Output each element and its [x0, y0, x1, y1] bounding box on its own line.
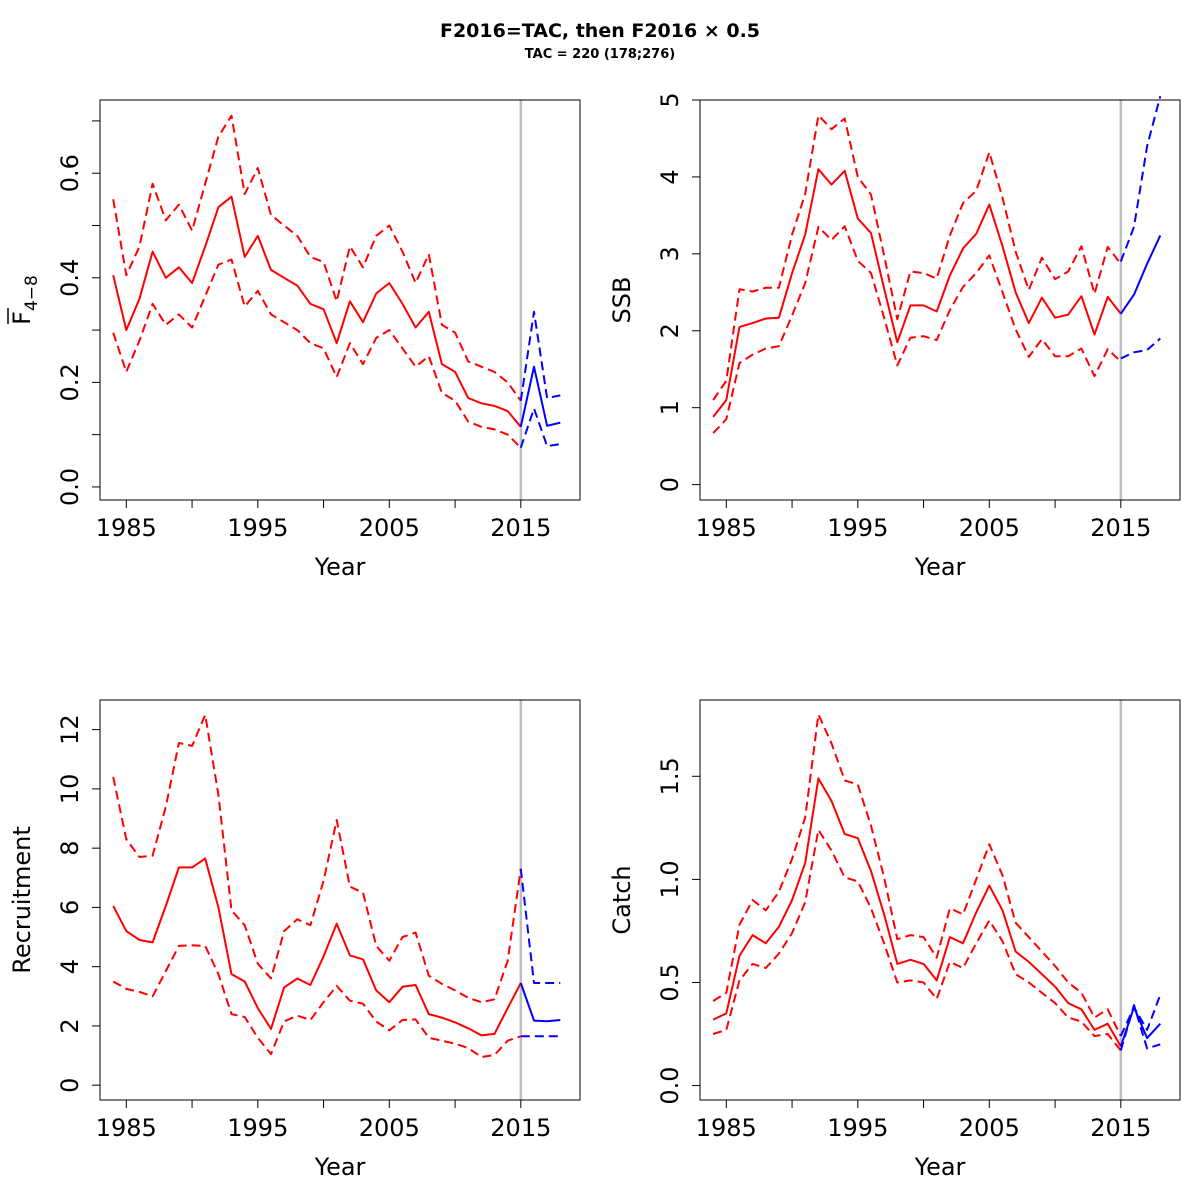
historic-solid-series-line: [112, 857, 522, 1037]
x-axis-label: Year: [314, 1153, 366, 1181]
y-tick-label: 1: [656, 400, 684, 415]
forecast-solid-series-line: [519, 982, 561, 1023]
historic-solid-series-line: [712, 777, 1122, 1047]
plot-frame: [699, 99, 1181, 501]
y-axis-label-symbol: F: [8, 311, 36, 325]
historic-dashed-series-line: [712, 114, 1122, 401]
x-tick-label: 2015: [490, 1114, 551, 1142]
y-tick-label: 0: [56, 1078, 84, 1093]
y-tick-label: 0.6: [56, 154, 84, 192]
y-tick-label: 12: [56, 714, 84, 745]
x-tick-label: 2015: [490, 514, 551, 542]
x-tick-label: 2015: [1090, 514, 1151, 542]
y-axis-label: F4−8: [8, 275, 42, 325]
x-tick-label: 1995: [827, 1114, 888, 1142]
x-tick-label: 2005: [359, 1114, 420, 1142]
y-tick-label: 0.0: [56, 468, 84, 506]
historic-dashed-series-line: [712, 225, 1122, 434]
plot-frame: [99, 99, 581, 501]
forecast-dashed-series-line: [519, 310, 561, 401]
forecast-solid-series-line: [519, 365, 561, 428]
y-tick-label: 4: [656, 169, 684, 184]
y-tick-label: 6: [56, 900, 84, 915]
x-tick-label: 1995: [227, 1114, 288, 1142]
forecast-dashed-series-line: [519, 407, 561, 449]
y-axis-label: Recruitment: [8, 826, 36, 973]
x-axis-label: Year: [914, 553, 966, 581]
y-tick-label: 4: [56, 959, 84, 974]
panel-catch: 1985 1995 2005 2015 0.0 0.5 1.0 1.5 Year Catch: [608, 699, 1181, 1181]
x-tick-label: 1995: [227, 514, 288, 542]
historic-dashed-series-line: [712, 828, 1122, 1052]
y-axis-label: Catch: [608, 865, 636, 934]
x-tick-label: 2005: [959, 514, 1020, 542]
historic-dashed-series-line: [112, 258, 522, 449]
forecast-solid-series-line: [1119, 234, 1162, 315]
historic-dashed-series-line: [112, 713, 522, 1004]
x-tick-label: 2005: [959, 1114, 1020, 1142]
y-tick-label: 8: [56, 841, 84, 856]
chart-title: F2016=TAC, then F2016 × 0.5: [439, 20, 761, 42]
historic-dashed-series-line: [712, 713, 1122, 1037]
forecast-dashed-series-line: [1120, 337, 1161, 360]
forecast-dashed-series-line: [1119, 1004, 1161, 1051]
forecast-dashed-series-line: [1119, 994, 1162, 1037]
plot-frame: [699, 699, 1181, 1101]
x-tick-label: 1985: [696, 514, 757, 542]
historic-dashed-series-line: [112, 114, 522, 402]
y-tick-label: 10: [56, 774, 84, 805]
forecast-dashed-series-line: [1119, 95, 1162, 262]
forecast-dashed-series-line: [519, 868, 561, 984]
x-axis-label: Year: [314, 553, 366, 581]
panel-f-bar: 1985 1995 2005 2015 0.0 0.2 0.4 0.6 Year F4−8: [7, 99, 581, 581]
x-tick-label: 1985: [96, 1114, 157, 1142]
historic-solid-series-line: [712, 168, 1122, 418]
y-tick-label: 0.2: [56, 363, 84, 401]
y-tick-label: 1.5: [656, 757, 684, 795]
y-tick-label: 2: [656, 323, 684, 338]
y-tick-label: 0.0: [656, 1066, 684, 1104]
historic-solid-series-line: [112, 195, 522, 428]
y-tick-label: 5: [656, 92, 684, 107]
y-tick-label: 3: [656, 246, 684, 261]
historic-dashed-series-line: [112, 944, 522, 1058]
chart-subtitle: TAC = 220 (178;276): [524, 47, 676, 62]
plot-frame: [99, 699, 581, 1101]
x-tick-label: 1985: [96, 514, 157, 542]
x-tick-label: 2015: [1090, 1114, 1151, 1142]
x-tick-label: 2005: [359, 514, 420, 542]
x-axis-label: Year: [914, 1153, 966, 1181]
panel-ssb: 1985 1995 2005 2015 0 1 2 3 4 5 Year SSB: [608, 92, 1181, 581]
y-axis-label-subscript: 4−8: [22, 275, 42, 311]
panel-recruitment: 1985 1995 2005 2015 0 2 4 6 8 10 12 Year Recruitment: [8, 699, 581, 1181]
forecast-solid-series-line: [1119, 1006, 1162, 1047]
y-tick-label: 0.5: [656, 963, 684, 1001]
x-tick-label: 1985: [696, 1114, 757, 1142]
y-tick-label: 1.0: [656, 860, 684, 898]
y-tick-label: 0: [656, 477, 684, 492]
y-axis-label: SSB: [608, 277, 636, 324]
y-tick-label: 0.4: [56, 259, 84, 297]
x-tick-label: 1995: [827, 514, 888, 542]
y-tick-label: 2: [56, 1018, 84, 1033]
